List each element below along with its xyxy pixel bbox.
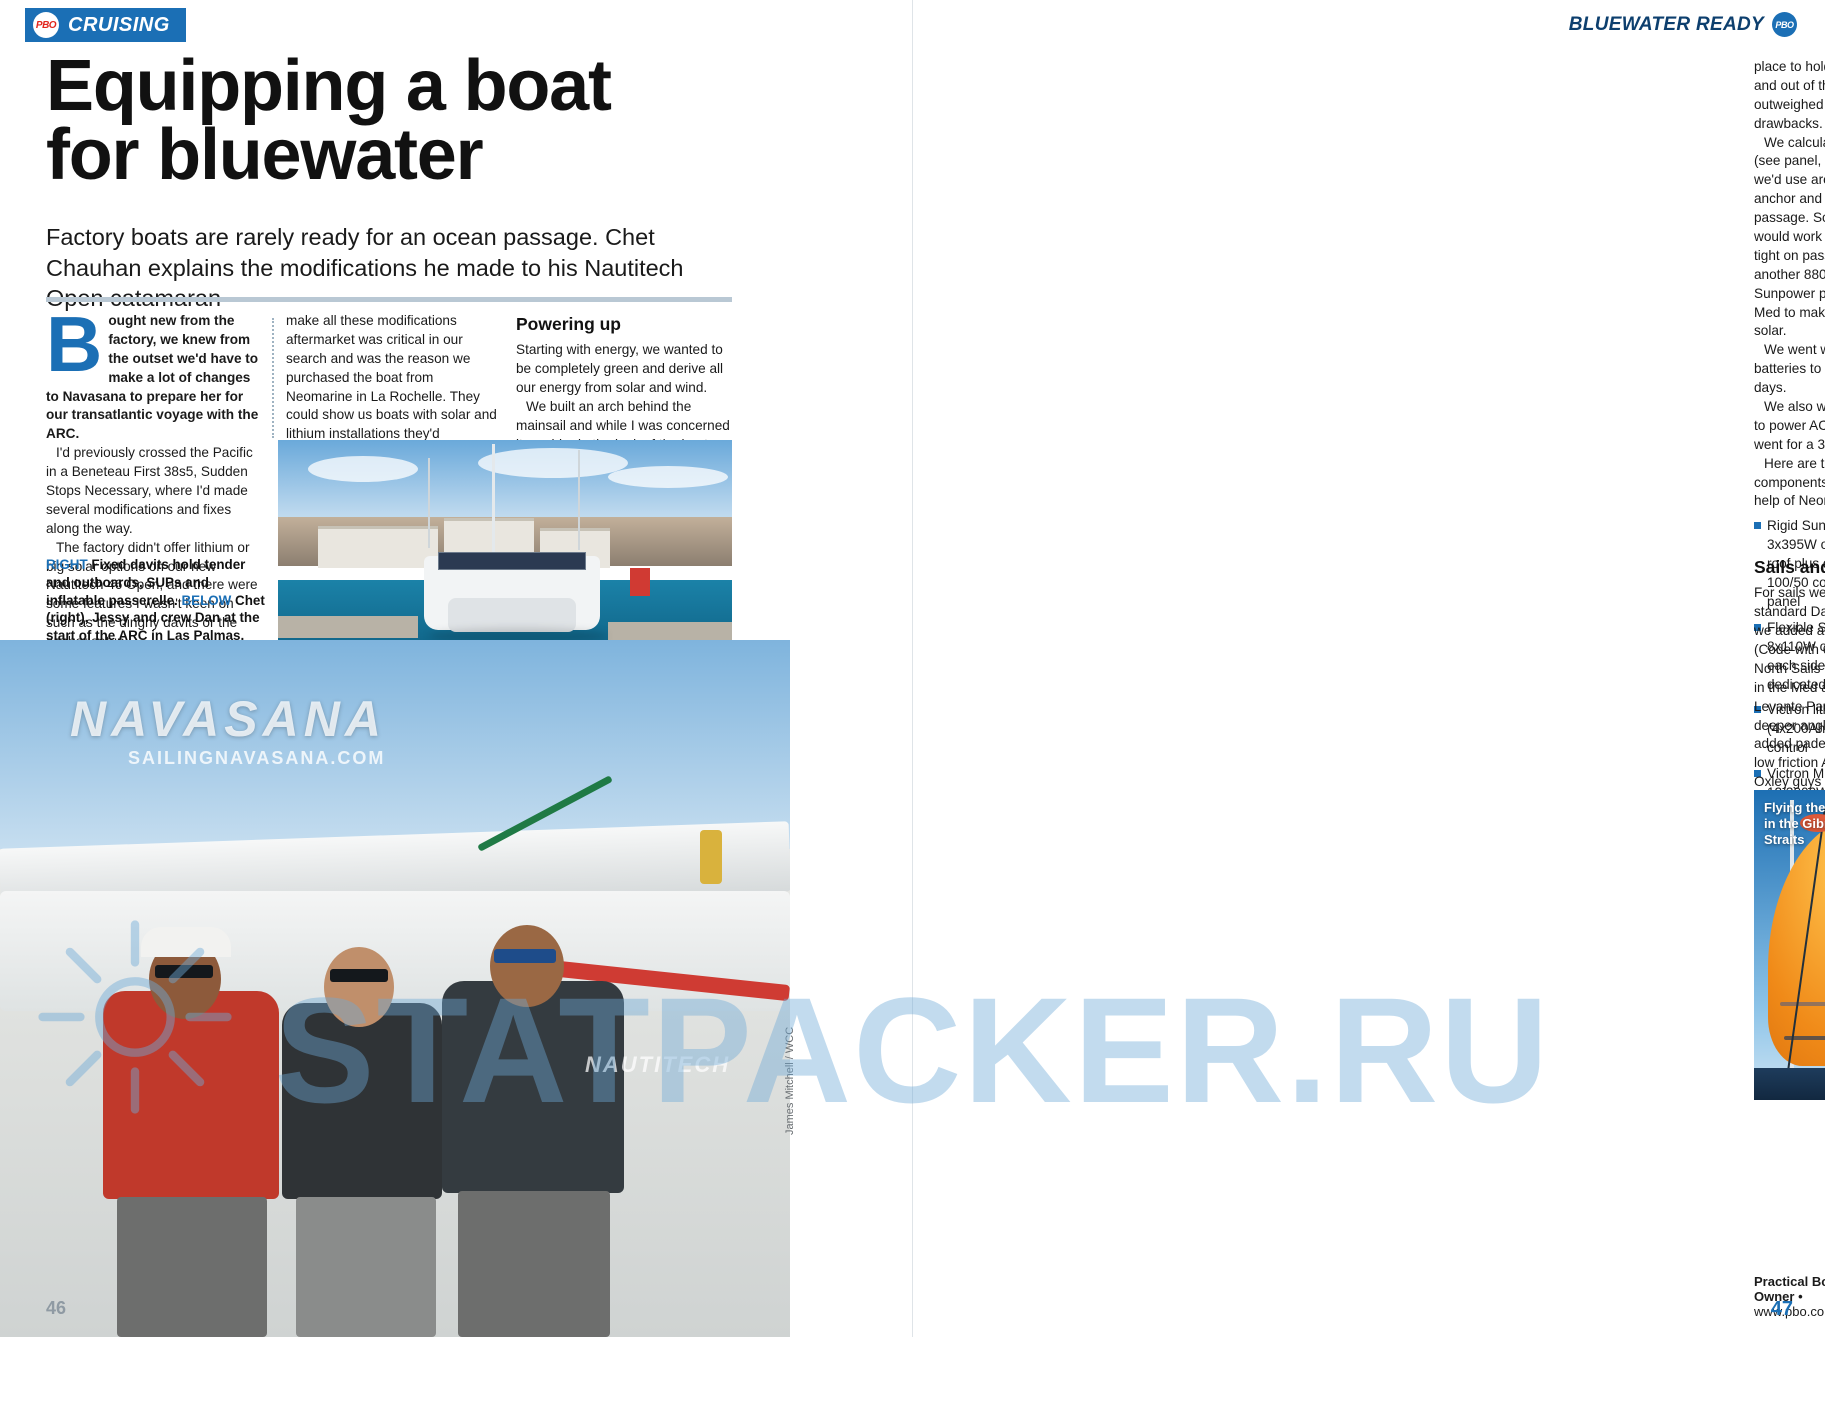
standfirst: Factory boats are rarely ready for an oc… (46, 224, 684, 311)
folio-left: 46 (46, 1298, 67, 1318)
paragraph: We went with 800Ah of lithium batteries … (1754, 342, 1825, 396)
paragraph: The factory didn't offer lithium or big … (46, 539, 258, 649)
person-chet (432, 897, 632, 1337)
paragraph: We also wanted a large inverter to power… (1754, 399, 1825, 452)
builder-mark: NAUTITECH (585, 1052, 731, 1077)
caption-keyword: BELOW (181, 592, 232, 608)
cloud-shape (608, 466, 728, 488)
person-legs (296, 1197, 436, 1337)
footer-publication: Practical Boat Owner • www.pbo.co.uk (1754, 1274, 1825, 1319)
caption-keyword: RIGHT (46, 557, 88, 572)
tender-dinghy (448, 598, 576, 632)
boat-name-graphic: NAVASANA (70, 691, 386, 747)
photo-oxley-parasailor (1754, 790, 1825, 1100)
sailbag-shape (0, 890, 790, 1011)
person-jessy (272, 907, 452, 1337)
cloud-shape (308, 456, 418, 482)
solar-panel (438, 552, 586, 570)
sunglasses-icon (330, 969, 388, 982)
person-legs (117, 1197, 267, 1337)
deck-shape (1754, 1068, 1825, 1100)
footer-title: Practical Boat Owner (1754, 1274, 1825, 1304)
sunglasses-icon (494, 949, 556, 963)
pontoon (278, 616, 418, 638)
paragraph: Starting with energy, we wanted to be co… (516, 342, 724, 396)
photo-marina-catamaran (278, 440, 732, 665)
list-item: Rigid Sunpower solar panels 3x395W on su… (1754, 517, 1825, 611)
person-torso (442, 981, 624, 1193)
headline-line-1: Equipping a boat (46, 46, 612, 126)
magazine-spread: PBO CRUISING Equipping a boat for bluewa… (0, 0, 1825, 1337)
boat-url-graphic: SAILINGNAVASANA.COM (128, 748, 386, 768)
footer-url: www.pbo.co.uk (1754, 1304, 1825, 1319)
drop-cap: B (46, 300, 103, 388)
paragraph: For sails we went with the standard Dacr… (1754, 585, 1825, 808)
footer-sep: • (1794, 1289, 1803, 1304)
caption-oxley: Flying the Oxley in the Gibraltar Strait… (1764, 800, 1825, 847)
paragraph: We calculated our energy usage (see pane… (1754, 134, 1825, 339)
column-divider (272, 318, 274, 438)
sail-vent (1800, 814, 1825, 832)
body-column-1: B ought new from the factory, we knew fr… (46, 300, 264, 690)
paragraph: Here are the aftermarket components we i… (1754, 455, 1825, 509)
header-rule (46, 297, 732, 302)
building-shape (318, 526, 438, 568)
subhead-powering-up: Powering up (516, 314, 621, 334)
body-column-4: place to hold onto when getting in and o… (1754, 58, 1825, 911)
section-label: CRUISING (68, 13, 170, 36)
page-right: BLUEWATER READY PBO place to hold onto w… (912, 0, 1825, 1337)
pbo-logo-icon: PBO (1772, 12, 1797, 37)
person-head (490, 925, 564, 1007)
page-title: Equipping a boat for bluewater (46, 46, 746, 196)
masthead-right-label: BLUEWATER READY (1568, 13, 1764, 35)
masthead-left: PBO CRUISING (25, 8, 186, 42)
mast-shape (428, 458, 430, 548)
folio-right: 47 (1770, 1298, 1793, 1320)
page-left: PBO CRUISING Equipping a boat for bluewa… (0, 0, 912, 1337)
page-gutter (912, 0, 913, 1337)
subhead-sails-rigging: Sails and rigging (1754, 557, 1825, 577)
flag-shape (630, 568, 650, 596)
sunglasses-icon (155, 965, 213, 978)
mast-shape (492, 444, 495, 556)
sail-stripe (1784, 1036, 1825, 1040)
headline-line-2: for bluewater (46, 115, 484, 196)
person-head (324, 947, 394, 1027)
photo-credit: James Mitchell / WCC (784, 1026, 796, 1135)
masthead-right: BLUEWATER READY PBO (1569, 12, 1797, 37)
person-dan (95, 917, 285, 1337)
list-item: Flexible Sunpower solar panels 8x110W on… (1754, 619, 1825, 695)
person-cap (141, 927, 231, 957)
mast-shape (578, 450, 580, 550)
winch-handle (700, 830, 722, 884)
pontoon (608, 622, 732, 640)
person-legs (458, 1191, 610, 1337)
person-torso (282, 1003, 442, 1199)
sail-stripe (1780, 1002, 1825, 1006)
paragraph: I'd previously crossed the Pacific in a … (46, 445, 253, 536)
cloud-shape (478, 448, 628, 478)
person-torso (103, 991, 279, 1199)
caption-text: Fixed davits hold tender and outboards, … (46, 557, 246, 608)
photo-crew-on-deck (0, 640, 790, 1337)
pbo-logo-icon: PBO (33, 12, 59, 38)
paragraph: place to hold onto when getting in and o… (1754, 59, 1825, 131)
lead-paragraph: ought new from the factory, we knew from… (46, 313, 259, 442)
list-item: Victron lithium batteries (4x200Ah) with… (1754, 701, 1825, 758)
